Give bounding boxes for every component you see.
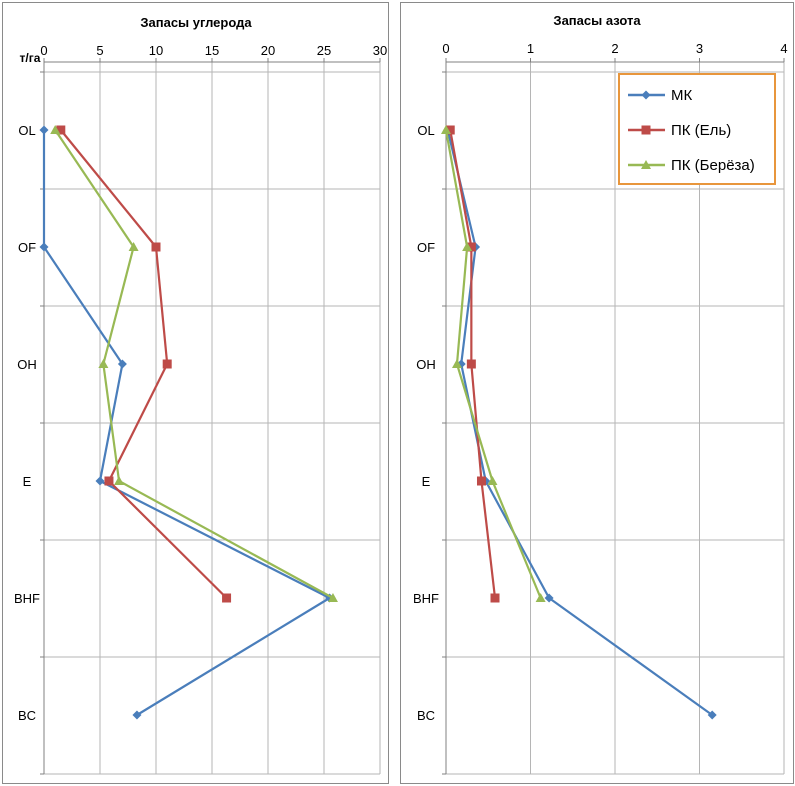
nitrogen-stock-chart: 0 1 2 3 4 OL OF OH E BHF BC Запасы азота МК ПК (Ель) П… xyxy=(400,2,794,784)
category-label: OH xyxy=(416,357,436,372)
x-tick-label: 10 xyxy=(149,43,163,58)
data-point-marker xyxy=(56,125,66,135)
category-label: OL xyxy=(18,123,35,138)
category-label: OH xyxy=(17,357,37,372)
chart-title: Запасы углерода xyxy=(140,15,252,30)
legend-marker xyxy=(641,125,651,135)
category-label: BHF xyxy=(14,591,40,606)
category-label: OF xyxy=(18,240,36,255)
category-label: E xyxy=(23,474,32,489)
x-tick-label: 0 xyxy=(40,43,47,58)
unit-label: т/га xyxy=(20,51,41,65)
data-point-marker xyxy=(707,710,717,720)
data-point-marker xyxy=(50,125,61,134)
x-tick-label: 20 xyxy=(261,43,275,58)
data-point-marker xyxy=(162,359,172,369)
data-point-marker xyxy=(117,359,127,369)
data-point-marker xyxy=(39,242,49,252)
legend-marker xyxy=(641,160,651,169)
data-point-marker xyxy=(128,242,139,251)
carbon-stock-chart: 0 5 10 15 20 25 30 OL OF OH E BHF BC Запасы углерода т… xyxy=(2,2,389,784)
data-point-marker xyxy=(95,476,105,486)
x-tick-label: 1 xyxy=(527,41,534,56)
data-point-marker xyxy=(535,593,546,602)
x-tick-label: 15 xyxy=(205,43,219,58)
data-point-marker xyxy=(476,476,486,486)
data-point-marker xyxy=(466,359,476,369)
data-point-marker xyxy=(445,125,455,135)
x-tick-label: 3 xyxy=(696,41,703,56)
x-tick-label: 4 xyxy=(780,41,787,56)
legend-label: МК xyxy=(671,87,692,104)
category-label: BC xyxy=(18,708,36,723)
data-point-marker xyxy=(222,593,232,603)
legend-label: ПК (Ель) xyxy=(671,122,731,139)
data-point-marker xyxy=(466,242,476,252)
series-line xyxy=(446,129,713,716)
data-point-marker xyxy=(544,593,554,603)
chart-frame xyxy=(2,2,389,784)
data-point-marker xyxy=(98,359,109,368)
chart-title: Запасы азота xyxy=(553,13,641,28)
data-point-marker xyxy=(39,125,49,135)
x-tick-label: 0 xyxy=(442,41,449,56)
category-label: BC xyxy=(417,708,435,723)
data-point-marker xyxy=(132,710,142,720)
category-label: E xyxy=(422,474,431,489)
data-point-marker xyxy=(441,125,451,134)
x-tick-label: 30 xyxy=(373,43,387,58)
legend-label: ПК (Берёза) xyxy=(671,157,755,174)
data-point-marker xyxy=(114,476,125,485)
x-tick-label: 5 xyxy=(96,43,103,58)
data-point-marker xyxy=(462,242,473,251)
x-tick-label: 2 xyxy=(611,41,618,56)
data-point-marker xyxy=(104,476,114,486)
data-point-marker xyxy=(487,476,498,485)
x-tick-label: 25 xyxy=(317,43,331,58)
category-label: OL xyxy=(417,123,434,138)
category-label: BHF xyxy=(413,591,439,606)
legend-marker xyxy=(641,90,651,100)
data-point-marker xyxy=(327,593,338,602)
category-label: OF xyxy=(417,240,435,255)
data-point-marker xyxy=(151,242,161,252)
data-point-marker xyxy=(451,359,462,368)
data-point-marker xyxy=(490,593,500,603)
